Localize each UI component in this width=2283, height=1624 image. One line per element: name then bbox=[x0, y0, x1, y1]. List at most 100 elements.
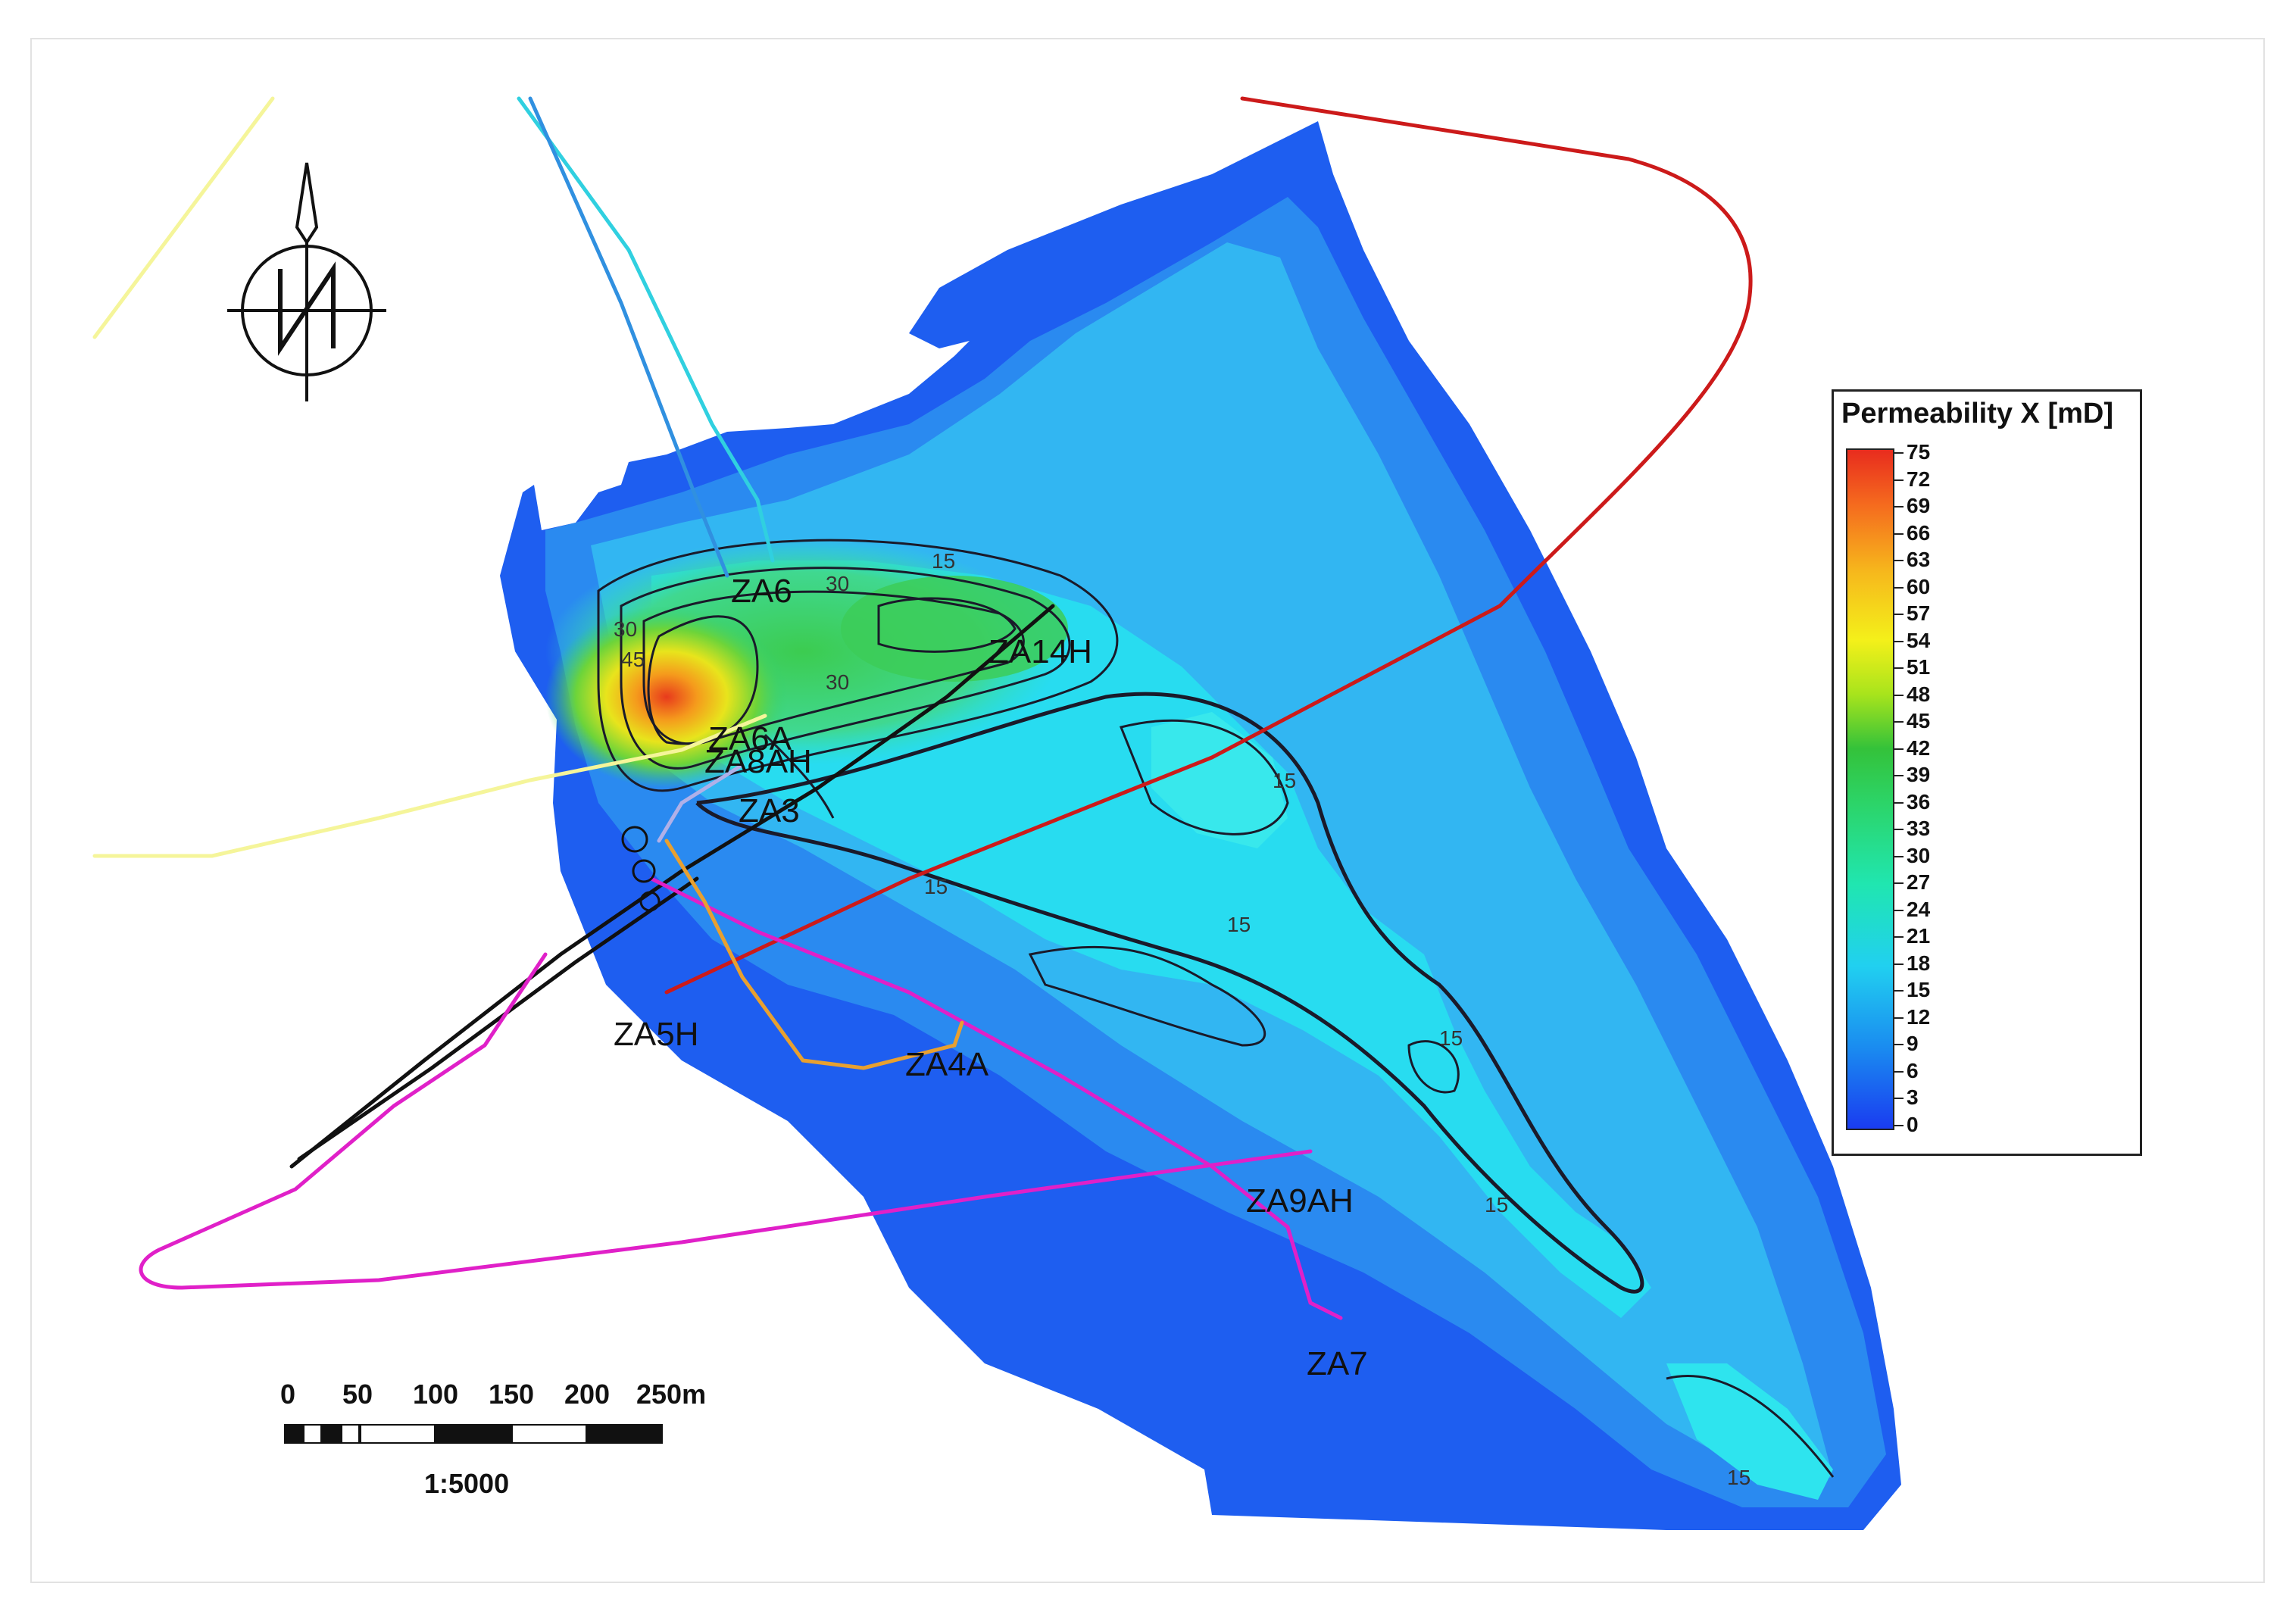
legend-tick-label: 42 bbox=[1907, 735, 1931, 760]
legend-tick-label: 51 bbox=[1907, 655, 1931, 679]
legend-tick-label: 12 bbox=[1907, 1004, 1931, 1029]
legend-tick-mark bbox=[1894, 909, 1904, 911]
contour-label: 15 bbox=[1727, 1466, 1751, 1489]
legend-tick-mark bbox=[1894, 452, 1904, 454]
contour-lines bbox=[597, 539, 1835, 1478]
legend-tick-mark bbox=[1894, 1125, 1904, 1126]
well-label-za5h: ZA5H bbox=[614, 1016, 698, 1053]
well-label-za6a: ZA6A bbox=[708, 720, 792, 757]
legend-tick-label: 3 bbox=[1907, 1085, 1919, 1110]
contour-label: 30 bbox=[614, 617, 637, 641]
legend-tick-mark bbox=[1894, 614, 1904, 616]
legend-tick-label: 63 bbox=[1907, 548, 1931, 572]
well-path-yellow-north bbox=[92, 96, 275, 339]
well-path-magenta-west bbox=[139, 952, 1313, 1290]
legend-tick-mark bbox=[1894, 1017, 1904, 1019]
legend-tick-mark bbox=[1894, 1070, 1904, 1073]
legend-tick-label: 39 bbox=[1907, 763, 1931, 787]
well-path-black-1 bbox=[289, 604, 1055, 1169]
well-label-za4a: ZA4A bbox=[905, 1046, 989, 1083]
contour-label: 30 bbox=[826, 572, 849, 595]
well-label-za14h: ZA14H bbox=[988, 633, 1092, 670]
scale-ratio: 1:5000 bbox=[424, 1468, 510, 1499]
legend-tick-label: 18 bbox=[1907, 951, 1931, 975]
well-path-orange bbox=[664, 839, 964, 1070]
well-path-lavender bbox=[657, 763, 745, 843]
legend-tick-mark bbox=[1894, 963, 1904, 965]
well-label-za3: ZA3 bbox=[739, 792, 800, 829]
scale-segment bbox=[587, 1424, 663, 1444]
scale-segment bbox=[322, 1424, 341, 1444]
well-path-red bbox=[664, 96, 1753, 995]
contour-label: 15 bbox=[1227, 913, 1251, 936]
contour-label: 45 bbox=[621, 648, 645, 671]
scale-segment bbox=[341, 1424, 360, 1444]
scale-segment bbox=[303, 1424, 322, 1444]
legend-tick-label: 54 bbox=[1907, 628, 1931, 652]
wellhead-markers bbox=[621, 826, 661, 912]
well-path-cyan bbox=[517, 96, 775, 563]
color-legend: Permeability X [mD] 75 72 69 66 63 60 57 54 51 48… bbox=[1832, 389, 2142, 1156]
scale-segment bbox=[436, 1424, 511, 1444]
legend-tick-label: 66 bbox=[1907, 520, 1931, 545]
legend-tick-mark bbox=[1894, 748, 1904, 750]
contour-label: 15 bbox=[1439, 1026, 1463, 1050]
contour-label: 15 bbox=[1485, 1193, 1508, 1216]
legend-tick-label: 33 bbox=[1907, 817, 1931, 841]
legend-tick-mark bbox=[1894, 855, 1904, 857]
scale-label: 250m bbox=[636, 1379, 707, 1410]
legend-tick-label: 72 bbox=[1907, 467, 1931, 491]
legend-tick-mark bbox=[1894, 775, 1904, 777]
scale-label: 50 bbox=[342, 1379, 373, 1410]
scale-segment bbox=[360, 1424, 436, 1444]
legend-tick-mark bbox=[1894, 801, 1904, 804]
legend-tick-mark bbox=[1894, 479, 1904, 481]
legend-tick-label: 9 bbox=[1907, 1032, 1919, 1056]
reservoir-cyan-patch-south bbox=[1666, 1363, 1833, 1500]
contour-label: 15 bbox=[1273, 769, 1296, 792]
legend-tick-label: 27 bbox=[1907, 870, 1931, 895]
contour-label: 15 bbox=[932, 549, 955, 573]
legend-tick-label: 45 bbox=[1907, 709, 1931, 733]
well-trajectories bbox=[92, 96, 1753, 1320]
legend-tick-label: 24 bbox=[1907, 897, 1931, 921]
legend-tick-label: 21 bbox=[1907, 924, 1931, 948]
legend-tick-mark bbox=[1894, 882, 1904, 885]
well-label-za8ah: ZA8AH bbox=[704, 743, 812, 780]
legend-tick-mark bbox=[1894, 1044, 1904, 1046]
well-label-za9ah: ZA9AH bbox=[1246, 1182, 1354, 1220]
scale-segment bbox=[284, 1424, 303, 1444]
scale-label: 200 bbox=[564, 1379, 611, 1410]
well-label-za7: ZA7 bbox=[1307, 1345, 1368, 1382]
legend-tick-label: 15 bbox=[1907, 978, 1931, 1002]
well-path-blue bbox=[528, 96, 729, 578]
legend-color-bar bbox=[1846, 448, 1894, 1130]
scale-bar: 0 50 100 150 200 250m 1:5000 bbox=[280, 1379, 706, 1515]
well-label-za6: ZA6 bbox=[731, 573, 792, 610]
legend-tick-label: 60 bbox=[1907, 574, 1931, 598]
legend-tick-mark bbox=[1894, 640, 1904, 642]
legend-tick-mark bbox=[1894, 990, 1904, 992]
scale-label: 150 bbox=[489, 1379, 535, 1410]
scale-label: 0 bbox=[280, 1379, 296, 1410]
well-path-yellow bbox=[92, 714, 767, 858]
legend-tick-mark bbox=[1894, 721, 1904, 723]
legend-tick-label: 0 bbox=[1907, 1113, 1919, 1136]
legend-tick-mark bbox=[1894, 694, 1904, 696]
legend-tick-mark bbox=[1894, 586, 1904, 589]
legend-tick-mark bbox=[1894, 506, 1904, 508]
legend-tick-mark bbox=[1894, 829, 1904, 831]
legend-tick-mark bbox=[1894, 936, 1904, 938]
legend-tick-label: 48 bbox=[1907, 682, 1931, 706]
legend-tick-label: 6 bbox=[1907, 1058, 1919, 1082]
legend-tick-mark bbox=[1894, 532, 1904, 535]
legend-tick-mark bbox=[1894, 1098, 1904, 1100]
well-path-magenta bbox=[649, 876, 1343, 1320]
legend-tick-label: 75 bbox=[1907, 440, 1931, 464]
legend-tick-mark bbox=[1894, 667, 1904, 670]
legend-tick-label: 30 bbox=[1907, 843, 1931, 867]
legend-tick-label: 57 bbox=[1907, 601, 1931, 626]
contour-label: 30 bbox=[826, 670, 849, 694]
legend-tick-mark bbox=[1894, 560, 1904, 562]
